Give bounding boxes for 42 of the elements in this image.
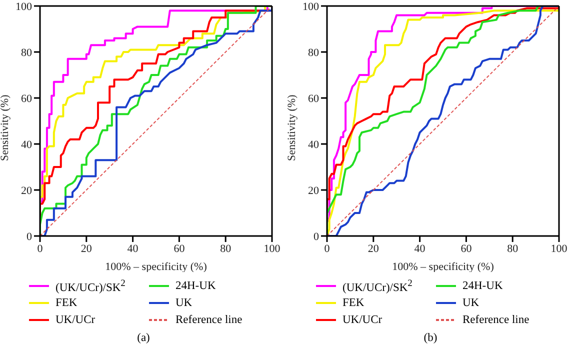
x-tick-label: 60 bbox=[174, 242, 186, 255]
y-tick-label: 0 bbox=[26, 230, 32, 243]
x-tick-label: 20 bbox=[80, 242, 92, 255]
legend-label: UK bbox=[176, 297, 192, 309]
legend-label: UK/UCr bbox=[56, 314, 96, 326]
y-tick-label: 60 bbox=[308, 92, 320, 105]
text: (b) bbox=[424, 332, 438, 344]
x-tick-label: 40 bbox=[414, 242, 426, 255]
y-tick-label: 60 bbox=[21, 92, 32, 105]
legend-label: (UK/UCr)/SK$^{2}$ bbox=[56, 278, 126, 294]
y-tick-label: 40 bbox=[21, 138, 32, 151]
y-tick-label: 80 bbox=[21, 46, 32, 59]
y-tick-label: 100 bbox=[302, 0, 320, 13]
legend-label: Reference line bbox=[462, 314, 530, 326]
x-tick-label: 0 bbox=[324, 242, 330, 255]
x-tick-label: 60 bbox=[460, 242, 472, 255]
y-tick-label: 80 bbox=[308, 46, 320, 59]
x-tick-label: 100 bbox=[264, 242, 281, 255]
legend-label: 24H-UK bbox=[176, 280, 216, 292]
y-tick-label: 20 bbox=[308, 184, 320, 197]
legend-label: (UK/UCr)/SK$^{2}$ bbox=[342, 278, 412, 294]
x-tick-label: 100 bbox=[550, 242, 568, 255]
legend-label: UK bbox=[462, 297, 480, 309]
x-tick-label: 40 bbox=[127, 242, 139, 255]
y-tick-label: 20 bbox=[21, 184, 32, 197]
x-tick-label: 0 bbox=[37, 242, 44, 255]
legend-label: UK/UCr bbox=[342, 314, 382, 326]
y-tick-label: 100 bbox=[16, 0, 32, 13]
y-tick-label: 0 bbox=[314, 230, 320, 243]
legend-label: FEK bbox=[342, 297, 364, 309]
y-tick-label: 40 bbox=[308, 138, 320, 151]
y-axis-title: Sensitivity (%) bbox=[286, 94, 298, 161]
x-tick-label: 80 bbox=[220, 242, 232, 255]
text: (a) bbox=[137, 332, 150, 344]
legend-label: Reference line bbox=[176, 314, 242, 326]
x-tick-label: 20 bbox=[368, 242, 380, 255]
x-axis-title: 100% – specificity (%) bbox=[392, 261, 494, 273]
legend-label: 24H-UK bbox=[462, 280, 503, 292]
x-tick-label: 80 bbox=[507, 242, 519, 255]
y-axis-title: Sensitivity (%) bbox=[0, 94, 11, 161]
x-axis-title: 100% – specificity (%) bbox=[105, 261, 208, 273]
legend-label: FEK bbox=[56, 297, 78, 309]
